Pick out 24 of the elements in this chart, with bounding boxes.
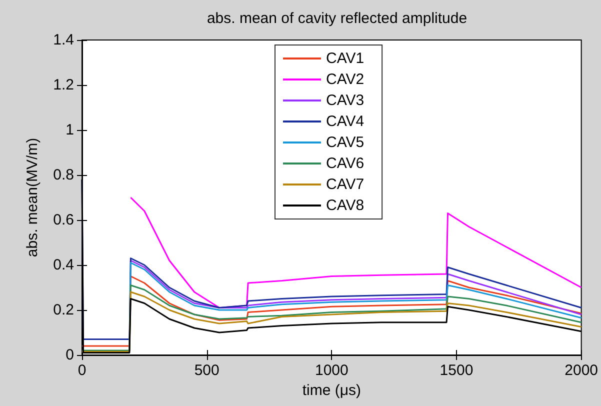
y-tick-label: 0.8 [53, 166, 74, 184]
x-tick-label: 0 [78, 362, 86, 379]
y-tick-label: 1 [66, 122, 74, 138]
x-axis-title: time (μs) [302, 382, 361, 399]
y-tick-label: 0.4 [53, 256, 74, 274]
legend-label: CAV5 [326, 134, 364, 151]
x-tick-label: 1500 [440, 362, 474, 379]
y-tick-label: 0 [66, 346, 74, 364]
x-tick-label: 2000 [564, 362, 598, 379]
x-tick-label: 500 [194, 362, 220, 379]
legend-label: CAV1 [326, 50, 364, 67]
legend-label: CAV3 [326, 92, 364, 109]
legend-label: CAV4 [326, 113, 364, 130]
y-tick-label: 0.6 [53, 212, 74, 228]
y-tick-label: 1.2 [53, 76, 74, 94]
y-axis-title: abs. mean(MV/m) [24, 138, 41, 258]
legend-label: CAV6 [326, 155, 364, 172]
chart-title: abs. mean of cavity reflected amplitude [206, 10, 468, 27]
legend-label: CAV8 [326, 197, 364, 214]
y-tick-label: 1.4 [53, 32, 74, 48]
legend-label: CAV7 [326, 176, 364, 193]
x-tick-label: 1000 [314, 362, 348, 379]
y-tick-label: 0.2 [53, 302, 74, 318]
legend-label: CAV2 [326, 71, 364, 88]
